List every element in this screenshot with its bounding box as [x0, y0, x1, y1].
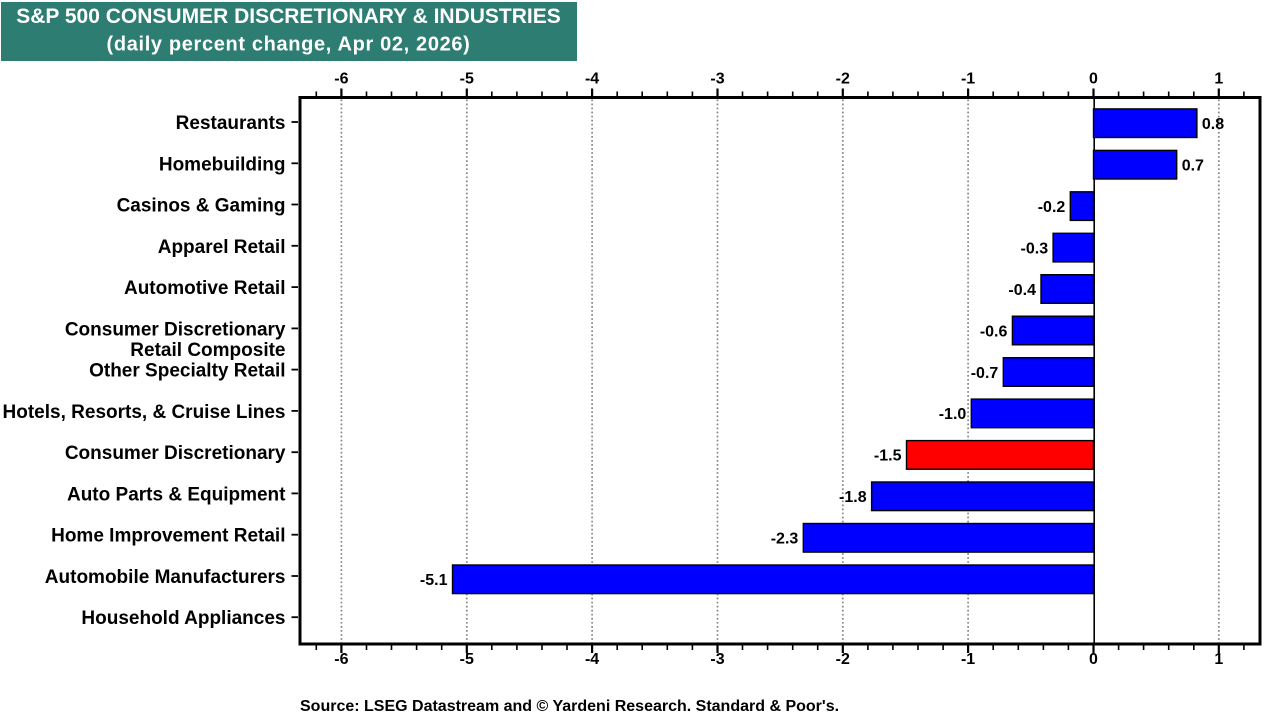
svg-text:-6: -6	[334, 71, 348, 88]
svg-text:-5: -5	[460, 651, 474, 668]
svg-text:Source: LSEG Datastream and ©: Source: LSEG Datastream and © Yardeni Re…	[300, 698, 839, 715]
svg-text:-1.5: -1.5	[874, 448, 902, 465]
svg-text:Consumer Discretionary: Consumer Discretionary	[65, 443, 286, 464]
svg-text:-0.7: -0.7	[971, 365, 999, 382]
svg-text:Auto Parts & Equipment: Auto Parts & Equipment	[67, 484, 286, 505]
svg-text:Household Appliances: Household Appliances	[81, 608, 285, 629]
svg-text:Apparel Retail: Apparel Retail	[158, 237, 286, 258]
svg-text:-0.3: -0.3	[1021, 240, 1049, 257]
svg-text:0: 0	[1089, 651, 1098, 668]
svg-text:-0.2: -0.2	[1038, 199, 1066, 216]
svg-text:Consumer Discretionary: Consumer Discretionary	[65, 319, 286, 340]
svg-text:Casinos & Gaming: Casinos & Gaming	[117, 196, 286, 217]
svg-text:1: 1	[1214, 71, 1223, 88]
svg-text:-3: -3	[710, 651, 724, 668]
svg-text:S&P 500 CONSUMER DISCRETIONARY: S&P 500 CONSUMER DISCRETIONARY & INDUSTR…	[16, 5, 561, 28]
svg-text:Homebuilding: Homebuilding	[159, 154, 286, 175]
svg-text:Automotive Retail: Automotive Retail	[124, 278, 286, 299]
svg-text:-0.4: -0.4	[1008, 282, 1036, 299]
svg-text:-4: -4	[585, 651, 599, 668]
svg-text:Retail Composite: Retail Composite	[130, 340, 285, 361]
svg-text:Restaurants: Restaurants	[176, 113, 286, 134]
svg-text:-5: -5	[460, 71, 474, 88]
svg-text:0.7: 0.7	[1182, 158, 1204, 175]
svg-text:-1: -1	[961, 651, 975, 668]
svg-text:-0.6: -0.6	[980, 323, 1008, 340]
svg-text:-5.1: -5.1	[420, 572, 448, 589]
svg-text:-4: -4	[585, 71, 599, 88]
svg-text:-6: -6	[334, 651, 348, 668]
svg-text:Other Specialty Retail: Other Specialty Retail	[89, 361, 285, 382]
svg-text:1: 1	[1214, 651, 1223, 668]
svg-text:-1: -1	[961, 71, 975, 88]
svg-text:(daily percent change, Apr 02,: (daily percent change, Apr 02, 2026)	[107, 34, 471, 56]
svg-text:-3: -3	[710, 71, 724, 88]
svg-text:0: 0	[1089, 71, 1098, 88]
svg-text:Hotels, Resorts, & Cruise Line: Hotels, Resorts, & Cruise Lines	[3, 402, 286, 423]
svg-text:-1.8: -1.8	[839, 489, 867, 506]
svg-text:-1.0: -1.0	[939, 406, 967, 423]
svg-text:Home Improvement Retail: Home Improvement Retail	[51, 526, 285, 547]
svg-text:0.8: 0.8	[1202, 116, 1224, 133]
svg-text:-2: -2	[836, 651, 850, 668]
svg-text:-2: -2	[836, 71, 850, 88]
svg-text:Automobile Manufacturers: Automobile Manufacturers	[45, 567, 286, 588]
svg-text:-2.3: -2.3	[771, 531, 799, 548]
